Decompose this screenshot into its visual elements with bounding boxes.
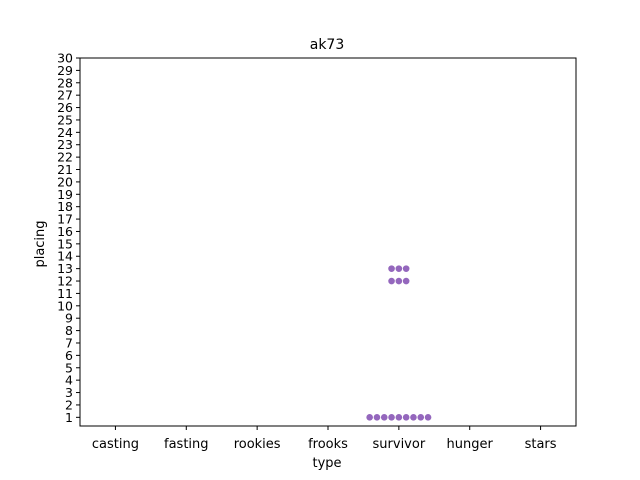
x-tick-label: frooks bbox=[308, 437, 348, 452]
y-tick-label: 29 bbox=[57, 63, 73, 78]
y-tick-label: 2 bbox=[65, 397, 73, 412]
x-tick-label: fasting bbox=[164, 437, 209, 452]
x-tick-label: hunger bbox=[447, 437, 494, 452]
data-point bbox=[388, 414, 395, 421]
y-tick-label: 4 bbox=[65, 373, 73, 388]
chart-title: ak73 bbox=[310, 37, 345, 53]
data-point bbox=[395, 277, 403, 285]
y-tick-label: 9 bbox=[65, 311, 73, 326]
data-point bbox=[402, 414, 410, 421]
y-tick-label: 6 bbox=[65, 348, 73, 363]
data-point bbox=[417, 414, 425, 421]
y-tick-label: 20 bbox=[57, 174, 73, 189]
data-point bbox=[380, 414, 388, 421]
y-tick-label: 5 bbox=[65, 360, 73, 375]
y-tick-label: 18 bbox=[57, 199, 73, 214]
data-point bbox=[424, 414, 432, 421]
data-point bbox=[395, 265, 403, 272]
y-tick-label: 28 bbox=[57, 75, 73, 90]
y-tick-label: 24 bbox=[57, 125, 73, 140]
y-tick-label: 27 bbox=[57, 88, 73, 103]
y-tick-label: 3 bbox=[65, 385, 73, 400]
data-point bbox=[366, 414, 373, 421]
y-tick-label: 17 bbox=[57, 212, 73, 227]
y-tick-label: 16 bbox=[57, 224, 73, 239]
x-axis-label: type bbox=[312, 456, 341, 471]
data-point bbox=[373, 414, 381, 421]
y-tick-label: 30 bbox=[57, 51, 73, 66]
y-tick-label: 15 bbox=[57, 236, 73, 251]
y-tick-label: 25 bbox=[57, 112, 73, 127]
y-tick-label: 11 bbox=[57, 286, 73, 301]
y-tick-label: 7 bbox=[65, 335, 73, 350]
y-tick-label: 10 bbox=[57, 298, 73, 313]
data-point bbox=[388, 265, 395, 272]
x-tick-label: stars bbox=[525, 437, 557, 452]
x-axis-ticks: casting fasting rookies frooks survivor hunge… bbox=[92, 426, 557, 452]
y-tick-label: 23 bbox=[57, 137, 73, 152]
y-axis-ticks: 1234567891011121314151617181920212223242… bbox=[57, 51, 80, 425]
y-tick-label: 22 bbox=[57, 150, 73, 165]
y-tick-label: 12 bbox=[57, 274, 73, 289]
x-tick-label: survivor bbox=[373, 437, 426, 452]
y-tick-label: 26 bbox=[57, 100, 73, 115]
data-point bbox=[395, 414, 403, 421]
data-point bbox=[402, 265, 410, 272]
y-tick-label: 14 bbox=[57, 249, 73, 264]
y-tick-label: 13 bbox=[57, 261, 73, 276]
plot-area-frame bbox=[79, 57, 577, 427]
y-tick-label: 1 bbox=[65, 410, 73, 425]
x-tick-label: rookies bbox=[234, 437, 281, 452]
y-axis-label: placing bbox=[33, 220, 48, 267]
data-points bbox=[366, 265, 432, 421]
y-tick-label: 21 bbox=[57, 162, 73, 177]
data-point bbox=[402, 277, 410, 285]
x-tick-label: casting bbox=[92, 437, 139, 452]
y-tick-label: 8 bbox=[65, 323, 73, 338]
data-point bbox=[410, 414, 417, 421]
data-point bbox=[388, 277, 395, 285]
y-tick-label: 19 bbox=[57, 187, 73, 202]
